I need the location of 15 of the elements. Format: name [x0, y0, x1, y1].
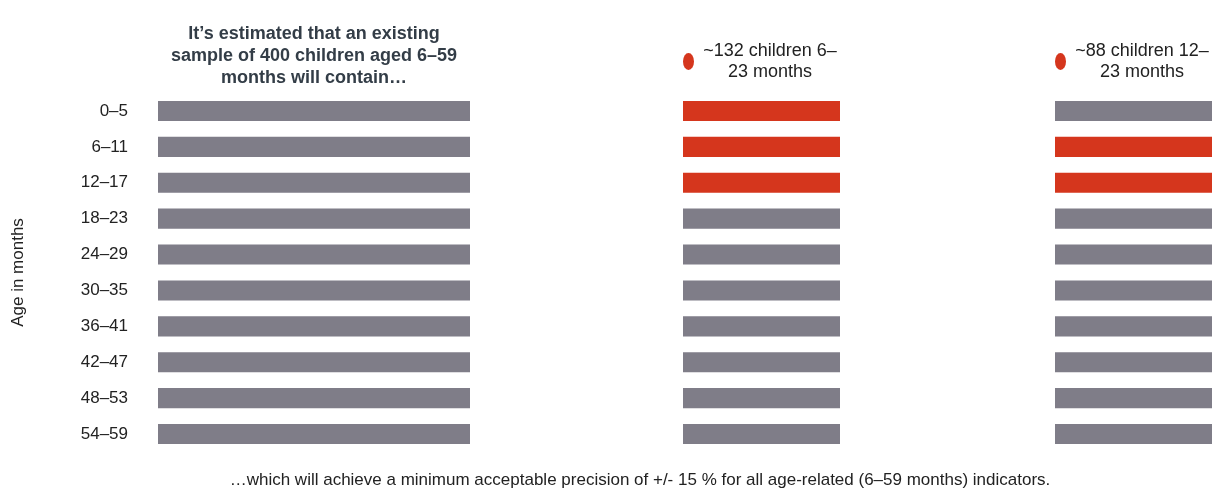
y-tick-label: 30–35: [80, 280, 128, 300]
y-axis-title: Age in months: [7, 218, 27, 327]
y-tick-label: 18–23: [80, 208, 128, 228]
y-tick-label: 0–5: [99, 100, 128, 120]
y-tick-label: 54–59: [80, 423, 128, 443]
y-tick-label: 42–47: [80, 351, 128, 371]
legend-label: ~88 children 12–23 months: [1074, 40, 1210, 82]
y-tick-label: 36–41: [80, 316, 128, 336]
y-tick-label: 24–29: [80, 244, 128, 264]
chart-title: It’s estimated that an existing sample of 400 children aged 6–59 months will contain…: [169, 22, 459, 88]
text: …which will achieve a minimum acceptable precision of +/- 15 % for all age-related (6–59 months) indicators.: [228, 470, 1052, 490]
y-tick-label: 6–11: [91, 136, 128, 156]
y-tick-label: 12–17: [80, 172, 128, 192]
legend-label: ~132 children 6–23 months: [702, 40, 838, 82]
y-tick-label: 48–53: [80, 387, 128, 407]
